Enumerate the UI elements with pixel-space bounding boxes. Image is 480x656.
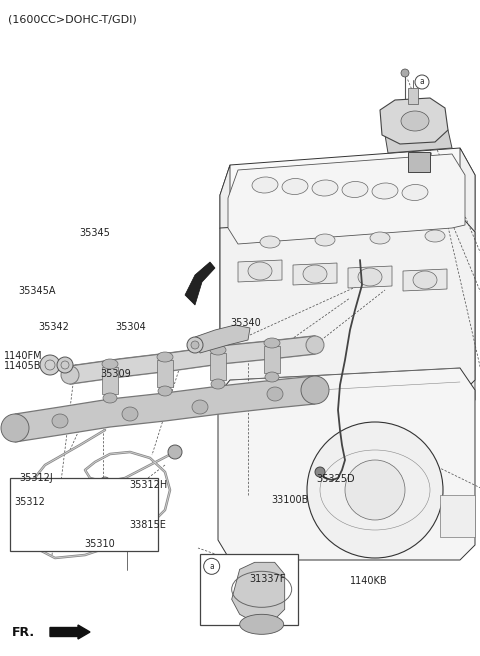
Polygon shape	[264, 346, 280, 373]
Polygon shape	[102, 367, 118, 394]
Polygon shape	[157, 360, 173, 387]
Bar	[200, 554, 298, 625]
Polygon shape	[15, 376, 315, 442]
Ellipse shape	[192, 400, 208, 414]
Text: 35312: 35312	[14, 497, 45, 507]
Ellipse shape	[248, 262, 272, 280]
Ellipse shape	[61, 366, 79, 384]
Ellipse shape	[312, 180, 338, 196]
Circle shape	[315, 467, 325, 477]
Circle shape	[345, 460, 405, 520]
Ellipse shape	[265, 372, 279, 382]
Ellipse shape	[372, 183, 398, 199]
Circle shape	[40, 355, 60, 375]
Text: 35345: 35345	[79, 228, 110, 238]
Polygon shape	[195, 325, 250, 353]
Ellipse shape	[1, 414, 29, 442]
Text: a: a	[420, 77, 424, 87]
Polygon shape	[220, 148, 475, 250]
Ellipse shape	[370, 232, 390, 244]
Text: 35325D: 35325D	[317, 474, 355, 484]
Text: 35310: 35310	[84, 539, 115, 550]
Polygon shape	[293, 263, 337, 285]
FancyArrow shape	[50, 625, 90, 639]
Bar	[408, 152, 430, 172]
Ellipse shape	[306, 336, 324, 354]
Polygon shape	[228, 154, 465, 244]
Circle shape	[187, 337, 203, 353]
Circle shape	[204, 558, 220, 574]
Polygon shape	[220, 165, 230, 390]
Ellipse shape	[52, 414, 68, 428]
Text: 35340: 35340	[230, 318, 261, 328]
Ellipse shape	[282, 178, 308, 195]
Ellipse shape	[264, 338, 280, 348]
Ellipse shape	[252, 177, 278, 193]
Polygon shape	[70, 336, 315, 384]
Ellipse shape	[315, 234, 335, 246]
Ellipse shape	[425, 230, 445, 242]
Circle shape	[80, 497, 90, 507]
Text: 33100B: 33100B	[271, 495, 309, 505]
Text: a: a	[209, 562, 214, 571]
Circle shape	[100, 477, 110, 487]
Polygon shape	[380, 98, 448, 144]
Ellipse shape	[157, 352, 173, 362]
Polygon shape	[185, 262, 215, 305]
Ellipse shape	[342, 182, 368, 197]
Text: 35309: 35309	[101, 369, 132, 379]
Text: 35312J: 35312J	[19, 472, 53, 483]
Ellipse shape	[303, 265, 327, 283]
Polygon shape	[232, 562, 285, 623]
Ellipse shape	[413, 271, 437, 289]
Polygon shape	[220, 215, 475, 395]
Text: 1140FM: 1140FM	[4, 351, 42, 361]
Bar	[408, 88, 418, 104]
Ellipse shape	[402, 184, 428, 201]
Text: FR.: FR.	[12, 626, 35, 638]
Ellipse shape	[358, 268, 382, 286]
Circle shape	[415, 75, 429, 89]
Text: 35312H: 35312H	[130, 480, 168, 491]
Text: (1600CC>DOHC-T/GDI): (1600CC>DOHC-T/GDI)	[8, 14, 137, 24]
Ellipse shape	[267, 387, 283, 401]
Ellipse shape	[240, 614, 284, 634]
Text: 1140KB: 1140KB	[350, 575, 388, 586]
Text: 35342: 35342	[38, 321, 69, 332]
Ellipse shape	[401, 111, 429, 131]
Text: 33815E: 33815E	[130, 520, 167, 530]
Text: 35304: 35304	[115, 321, 146, 332]
Ellipse shape	[122, 407, 138, 421]
Polygon shape	[210, 353, 226, 380]
Circle shape	[307, 422, 443, 558]
Polygon shape	[348, 266, 392, 288]
Polygon shape	[238, 260, 282, 282]
Ellipse shape	[210, 345, 226, 355]
Ellipse shape	[102, 359, 118, 369]
Circle shape	[191, 341, 199, 349]
Text: 35345A: 35345A	[18, 285, 56, 296]
Ellipse shape	[158, 386, 172, 396]
Ellipse shape	[260, 236, 280, 248]
Circle shape	[401, 69, 409, 77]
Ellipse shape	[211, 379, 225, 389]
Ellipse shape	[301, 376, 329, 404]
Polygon shape	[403, 269, 447, 291]
Bar	[440, 495, 475, 537]
Text: 11405B: 11405B	[4, 361, 41, 371]
Bar	[10, 478, 158, 551]
Circle shape	[168, 445, 182, 459]
Ellipse shape	[103, 393, 117, 403]
Polygon shape	[385, 130, 452, 153]
Text: 31337F: 31337F	[250, 573, 286, 584]
Polygon shape	[460, 148, 475, 415]
Polygon shape	[218, 368, 475, 560]
Circle shape	[57, 357, 73, 373]
